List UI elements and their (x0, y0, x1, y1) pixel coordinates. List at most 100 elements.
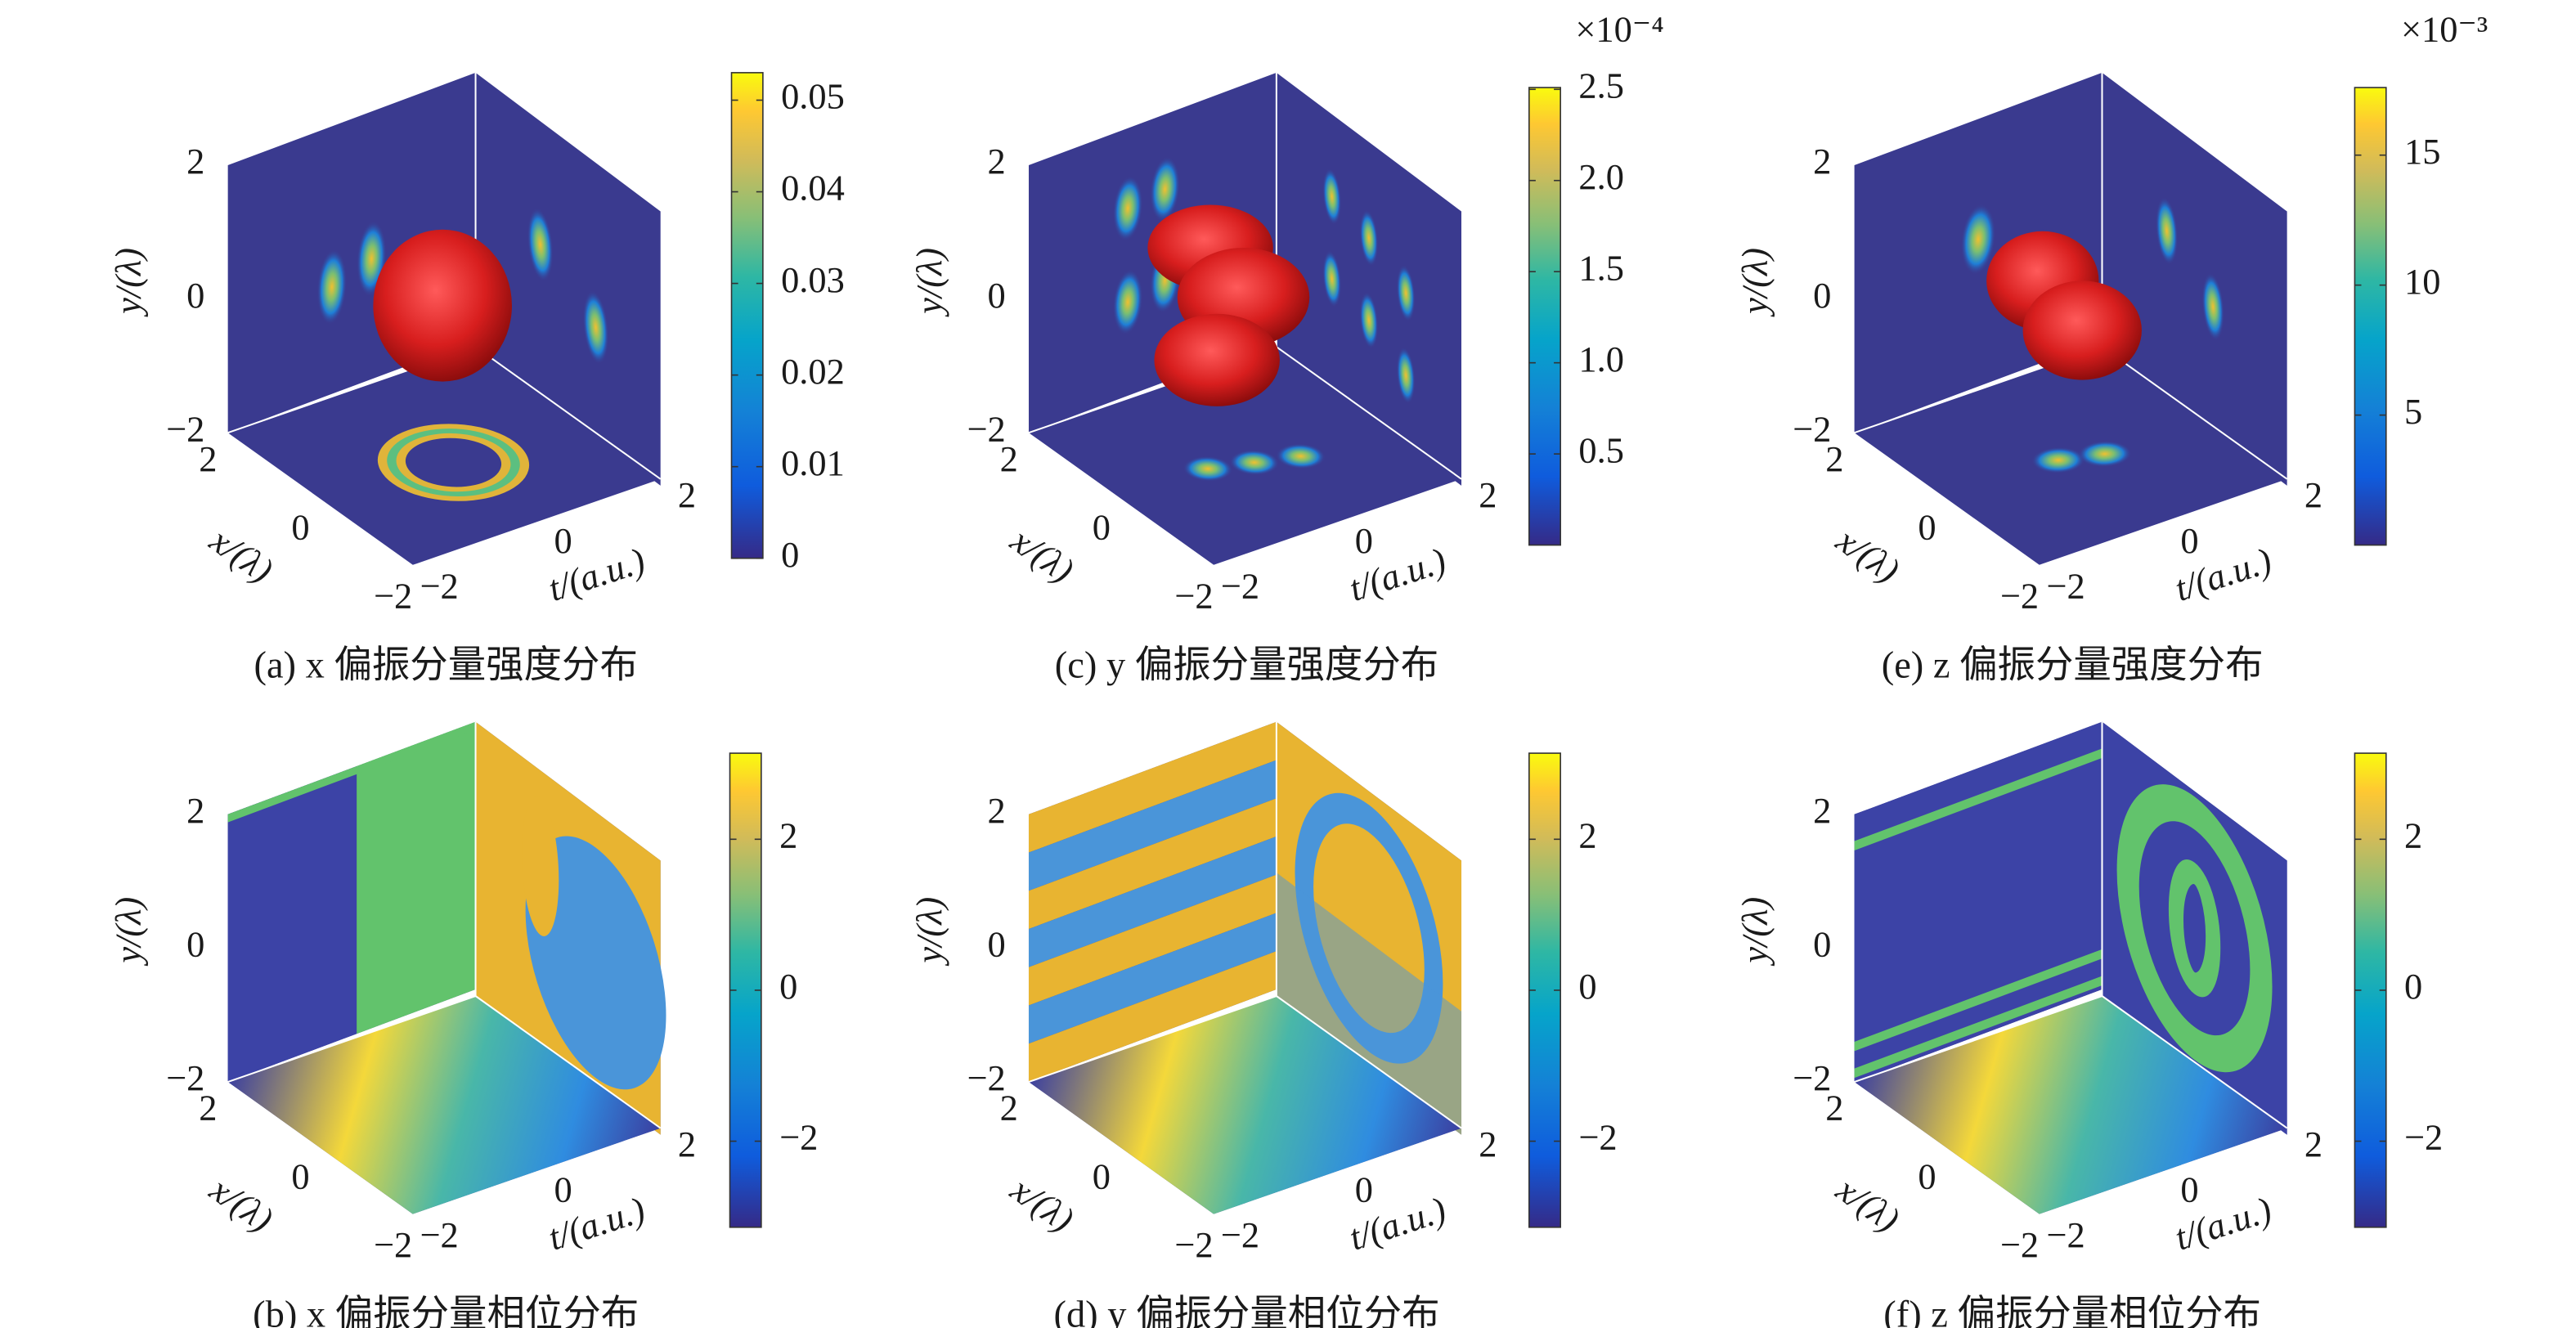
left-face (1028, 721, 1277, 1083)
colorbar-tick-label: 0 (781, 534, 799, 575)
phase-band (1028, 836, 1277, 967)
phase-region (1276, 873, 1462, 1135)
t-tick-label: 0 (2180, 1169, 2198, 1210)
field-ring (387, 428, 520, 497)
colorbar-tick-label: 0.02 (781, 351, 845, 392)
y-tick-label: −2 (967, 408, 1005, 449)
caption: (e) z 偏振分量强度分布 (1882, 645, 2264, 687)
field-lobe (1276, 443, 1326, 469)
colorbar-tick-label: −2 (1578, 1117, 1617, 1158)
field-lobe (527, 207, 554, 282)
colorbar-tick-label: 0 (2404, 966, 2422, 1007)
x-tick-label: 2 (199, 438, 217, 479)
floor-face (1028, 996, 1462, 1214)
y-tick-label: 0 (987, 275, 1005, 316)
t-tick-label: 2 (1479, 474, 1497, 515)
field-lobe (1183, 455, 1233, 482)
colorbar-tick-label: 2 (2404, 815, 2422, 856)
colorbar-tick-label: 0 (779, 966, 797, 1007)
field-lobe (1960, 204, 1996, 275)
left-face (227, 721, 476, 1083)
caption: (a) x 偏振分量强度分布 (254, 645, 637, 687)
x-axis-label: x/(λ) (1003, 1168, 1082, 1240)
isosurface (2022, 280, 2142, 380)
cube-edge (1276, 995, 1462, 1129)
x-tick-label: −2 (1174, 575, 1213, 616)
phase-band (1854, 976, 2103, 1079)
phase-band (1028, 951, 1277, 1083)
x-tick-label: 0 (1918, 1155, 1936, 1196)
y-tick-label: 0 (186, 275, 204, 316)
y-tick-label: 2 (186, 790, 204, 831)
y-tick-label: 0 (1813, 275, 1831, 316)
field-lobe (1229, 450, 1280, 475)
cube-edge (227, 995, 476, 1083)
x-tick-label: 0 (1093, 507, 1111, 548)
x-axis-label: x/(λ) (1003, 519, 1082, 591)
colorbar-tick-label: 2 (1578, 815, 1596, 856)
field-lobe (1359, 292, 1379, 349)
x-axis-label: x/(λ) (1829, 519, 1907, 591)
field-lobe (1396, 264, 1416, 322)
field-lobe (582, 290, 609, 365)
phase-region (227, 721, 476, 823)
t-tick-label: −2 (1221, 1214, 1259, 1255)
t-tick-label: −2 (2046, 565, 2085, 606)
left-face (1854, 721, 2103, 1083)
colorbar-tick-label: −2 (2404, 1117, 2443, 1158)
colorbar-tick-label: 1.0 (1578, 339, 1624, 379)
phase-band (1028, 721, 1277, 853)
phase-ring (2168, 859, 2221, 998)
y-tick-label: −2 (166, 408, 204, 449)
x-tick-label: 0 (291, 1155, 309, 1196)
cube-edge (1854, 995, 2103, 1083)
cube-edge (1028, 995, 1277, 1083)
phase-region (357, 721, 476, 1034)
colorbar-tick-label: 15 (2404, 131, 2440, 172)
colorbar-tick-label: 0.04 (781, 168, 845, 209)
x-axis-label: x/(λ) (202, 519, 280, 591)
colorbar-tick-label: 2 (779, 815, 797, 856)
t-tick-label: 2 (1479, 1124, 1497, 1164)
caption: (c) y 偏振分量强度分布 (1055, 645, 1438, 687)
field-lobe (1150, 156, 1180, 222)
face-background (227, 347, 661, 565)
cube-edge (2101, 995, 2288, 1129)
field-lobe (1112, 269, 1143, 335)
field-lobe (1359, 209, 1379, 267)
x-tick-label: −2 (2000, 575, 2039, 616)
caption: (d) y 偏振分量相位分布 (1054, 1294, 1440, 1328)
t-tick-label: 2 (678, 474, 696, 515)
floor-face (227, 996, 661, 1214)
x-tick-label: 2 (1000, 438, 1018, 479)
x-tick-label: 2 (1825, 1088, 1843, 1128)
right-face (475, 72, 661, 486)
x-tick-label: 2 (1000, 1088, 1018, 1128)
t-tick-label: 2 (2304, 1124, 2322, 1164)
field-lobe (2201, 272, 2224, 341)
y-axis-label: y/(λ) (1735, 897, 1775, 967)
x-axis-label: x/(λ) (202, 1168, 280, 1240)
x-tick-label: 2 (199, 1088, 217, 1128)
y-axis-label: y/(λ) (909, 897, 949, 967)
t-tick-label: 2 (2304, 474, 2322, 515)
field-lobe (1112, 176, 1143, 241)
t-tick-label: −2 (1221, 565, 1259, 606)
phase-ring (2116, 784, 2273, 1073)
caption: (f) z 偏振分量相位分布 (1883, 1294, 2261, 1328)
phase-band (1854, 748, 2103, 850)
y-tick-label: 2 (987, 141, 1005, 182)
x-tick-label: 0 (1918, 507, 1936, 548)
y-axis-label: y/(λ) (108, 248, 149, 317)
y-tick-label: −2 (1793, 408, 1831, 449)
field-lobe (2077, 441, 2132, 468)
cube-edge (2101, 346, 2288, 480)
colorbar-tick-label: −2 (779, 1117, 818, 1158)
y-tick-label: 2 (1813, 141, 1831, 182)
y-tick-label: 2 (1813, 790, 1831, 831)
x-tick-label: −2 (374, 1224, 412, 1265)
colorbar-tick-label: 1.5 (1578, 247, 1624, 288)
